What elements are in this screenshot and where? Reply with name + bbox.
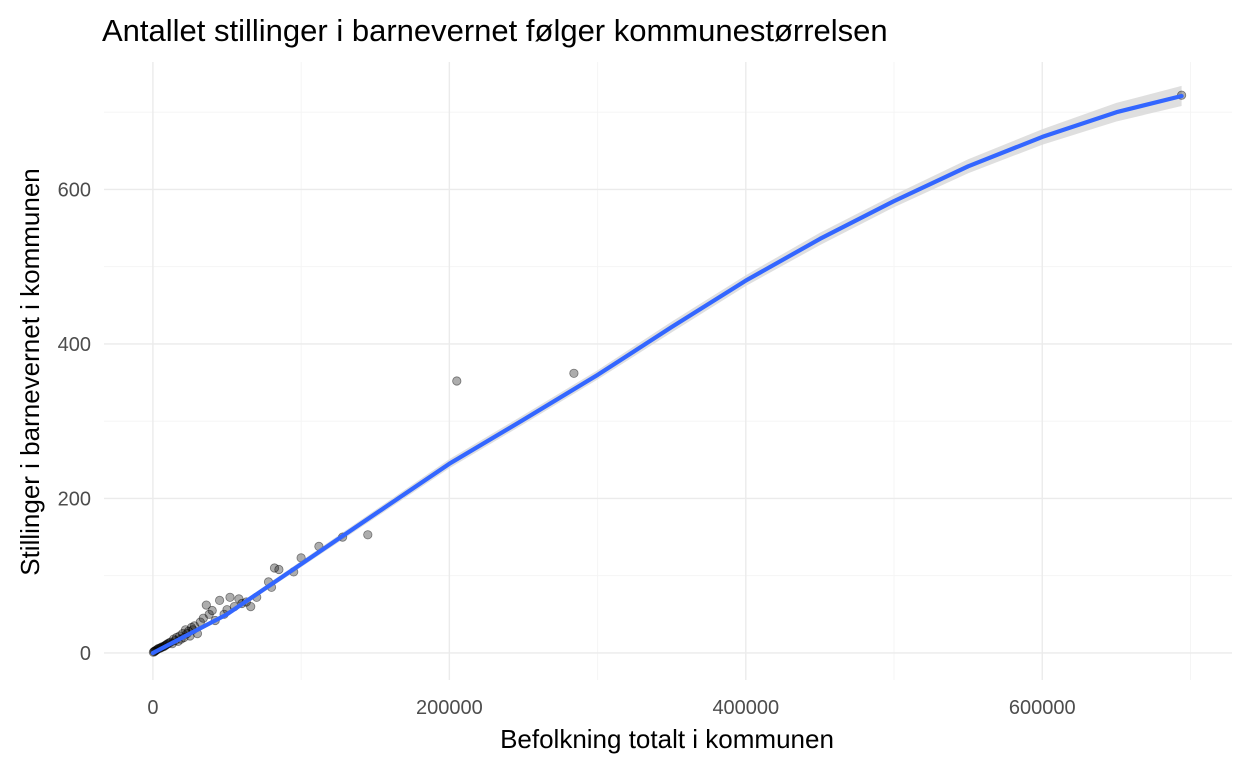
y-axis-title: Stillinger i barnevernet i kommunen [15,168,45,576]
data-point-52 [269,563,280,573]
data-point-60 [569,368,579,378]
data-point-40 [215,595,225,606]
x-tick-label-2: 400000 [712,697,779,719]
x-axis-title: Befolkning totalt i kommunen [500,724,834,754]
data-point-45 [234,594,244,604]
smooth-line [150,93,1184,656]
chart-title: Antallet stillinger i barnevernet følger… [102,13,888,48]
data-point-53 [274,564,284,575]
data-point-37 [204,609,214,619]
minor-gridlines [104,62,1232,680]
x-tick-label-3: 600000 [1009,697,1076,719]
data-point-43 [225,592,235,602]
data-point-48 [246,601,256,612]
data-point-58 [363,530,373,540]
y-tick-label-3: 600 [58,179,91,201]
confidence-band-area [152,85,1182,655]
y-tick-label-1: 200 [58,488,91,510]
x-axis-ticks: 0 200000 400000 600000 [147,697,1075,719]
x-tick-label-0: 0 [147,697,158,719]
y-tick-label-0: 0 [80,643,91,665]
data-point-35 [198,613,208,623]
confidence-band [152,85,1182,655]
major-gridlines [104,62,1232,680]
data-point-38 [207,605,217,616]
data-point-36 [201,600,211,610]
x-tick-label-1: 200000 [416,697,483,719]
y-axis-ticks: 0 200 400 600 [58,179,91,665]
smooth-trend-line [150,93,1184,656]
data-points [148,90,1187,657]
data-point-59 [452,376,462,386]
y-tick-label-2: 400 [58,334,91,356]
